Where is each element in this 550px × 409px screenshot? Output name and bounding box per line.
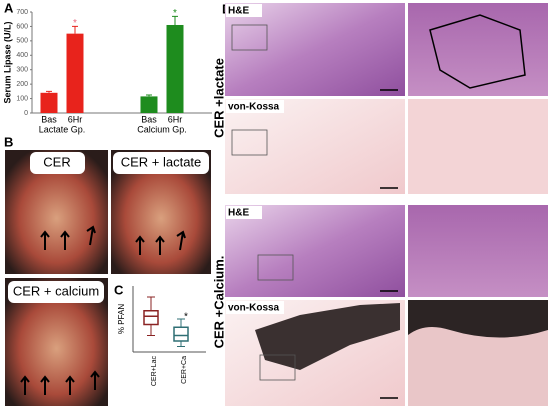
- bar: [40, 92, 58, 113]
- arrows: [20, 225, 186, 395]
- y-tick-label: 100: [16, 95, 28, 102]
- row-label: CER +Calcium.: [211, 256, 226, 349]
- y-tick-label: 700: [16, 9, 28, 16]
- label-box: [226, 301, 284, 314]
- stain-label: von-Kossa: [228, 303, 280, 314]
- y-tick-label: 500: [16, 38, 28, 45]
- panel-label: B: [4, 134, 13, 149]
- zoom-boxes: [231, 24, 296, 381]
- image: [408, 205, 548, 297]
- stain-label: H&E: [228, 208, 249, 219]
- box: [173, 326, 189, 342]
- image: [225, 99, 405, 194]
- image: [225, 3, 405, 96]
- y-tick-label: 300: [16, 67, 28, 74]
- photo-label: CER + calcium: [13, 283, 99, 298]
- x-tick-label: CER+Lac: [151, 356, 158, 387]
- calcification: [255, 303, 400, 370]
- error-bar: [72, 25, 78, 34]
- image: [408, 3, 548, 96]
- scale-bars: [380, 89, 398, 399]
- calcification: [408, 300, 548, 338]
- image: [408, 99, 548, 194]
- annotation: *: [73, 18, 77, 29]
- annotation: *: [173, 8, 177, 19]
- panel-label: A: [4, 0, 14, 15]
- box: [143, 310, 159, 326]
- y-tick-label: 600: [16, 23, 28, 30]
- bar: [66, 33, 84, 114]
- stain-label: H&E: [228, 6, 249, 17]
- x-tick-label: Bas: [141, 114, 157, 124]
- y-tick-label: 400: [16, 52, 28, 59]
- x-tick-label: 6Hr: [168, 114, 183, 124]
- y-axis-label: % PFAN: [117, 304, 126, 334]
- label-box: [30, 152, 85, 174]
- outline: [429, 14, 526, 89]
- x-tick-label: Bas: [41, 114, 57, 124]
- label-box: [8, 281, 104, 303]
- histology: [225, 3, 548, 406]
- bar: [166, 24, 184, 113]
- photo-group: [5, 150, 211, 406]
- error-bar: [172, 15, 178, 25]
- image: [225, 205, 405, 297]
- error-bar: [146, 94, 152, 97]
- annotation: *: [184, 312, 188, 323]
- y-tick-label: 0: [24, 110, 28, 117]
- stain-label: von-Kossa: [228, 102, 280, 113]
- label-box: [226, 4, 262, 17]
- x-tick-label: 6Hr: [68, 114, 83, 124]
- row-label: CER +lactate: [211, 58, 226, 138]
- photo-label: CER: [43, 154, 70, 169]
- photo-label: CER + lactate: [121, 154, 202, 169]
- bar: [140, 96, 158, 113]
- x-tick-label: CER+Ca: [181, 356, 188, 384]
- label-box: [226, 206, 262, 219]
- group-label: Calcium Gp.: [137, 124, 187, 134]
- error-bar: [46, 90, 52, 93]
- label-box: [226, 100, 284, 113]
- y-tick-label: 200: [16, 81, 28, 88]
- panel-label: C: [114, 282, 124, 297]
- group-label: Lactate Gp.: [39, 124, 86, 134]
- y-axis-label: Serum Lipase (U/L): [2, 21, 12, 103]
- label-box: [113, 152, 209, 174]
